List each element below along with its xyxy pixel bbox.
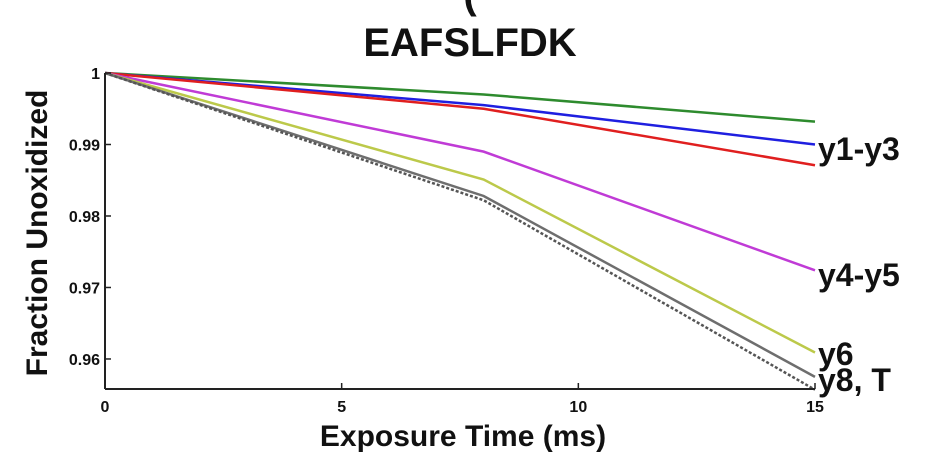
chart-title: EAFSLFDK: [363, 21, 576, 65]
x-tick-label-2: 10: [569, 399, 587, 416]
panel-marker-fragment: (: [463, 0, 477, 17]
y-tick-label-0: 0.96: [69, 352, 100, 369]
annotation-y4-y5: y4-y5: [818, 257, 900, 293]
x-tick-label-0: 0: [101, 399, 110, 416]
series-layer: [104, 71, 816, 391]
y-tick-label-2: 0.98: [69, 209, 100, 226]
tick-layer: 0 5 10 15 0.96 0.97 0.98 0.99 1: [69, 66, 824, 416]
y-tick-label-1: 0.97: [69, 280, 100, 297]
series-line-5: [104, 71, 816, 354]
x-tick-label-3: 15: [806, 399, 824, 416]
annotation-y6: y6: [818, 336, 854, 372]
x-axis-label: Exposure Time (ms): [320, 420, 606, 453]
annotation-y1-y3: y1-y3: [818, 131, 900, 167]
x-tick-label-1: 5: [337, 399, 346, 416]
y-tick-label-3: 0.99: [69, 137, 100, 154]
series-line-6: [104, 71, 816, 378]
annotation-y8-t: y8, T: [818, 362, 891, 398]
y-tick-label-4: 1: [91, 66, 100, 83]
y-axis-label: Fraction Unoxidized: [21, 90, 54, 377]
series-line-3: [104, 71, 816, 167]
series-line-1: [104, 71, 816, 123]
series-line-4: [104, 71, 816, 272]
